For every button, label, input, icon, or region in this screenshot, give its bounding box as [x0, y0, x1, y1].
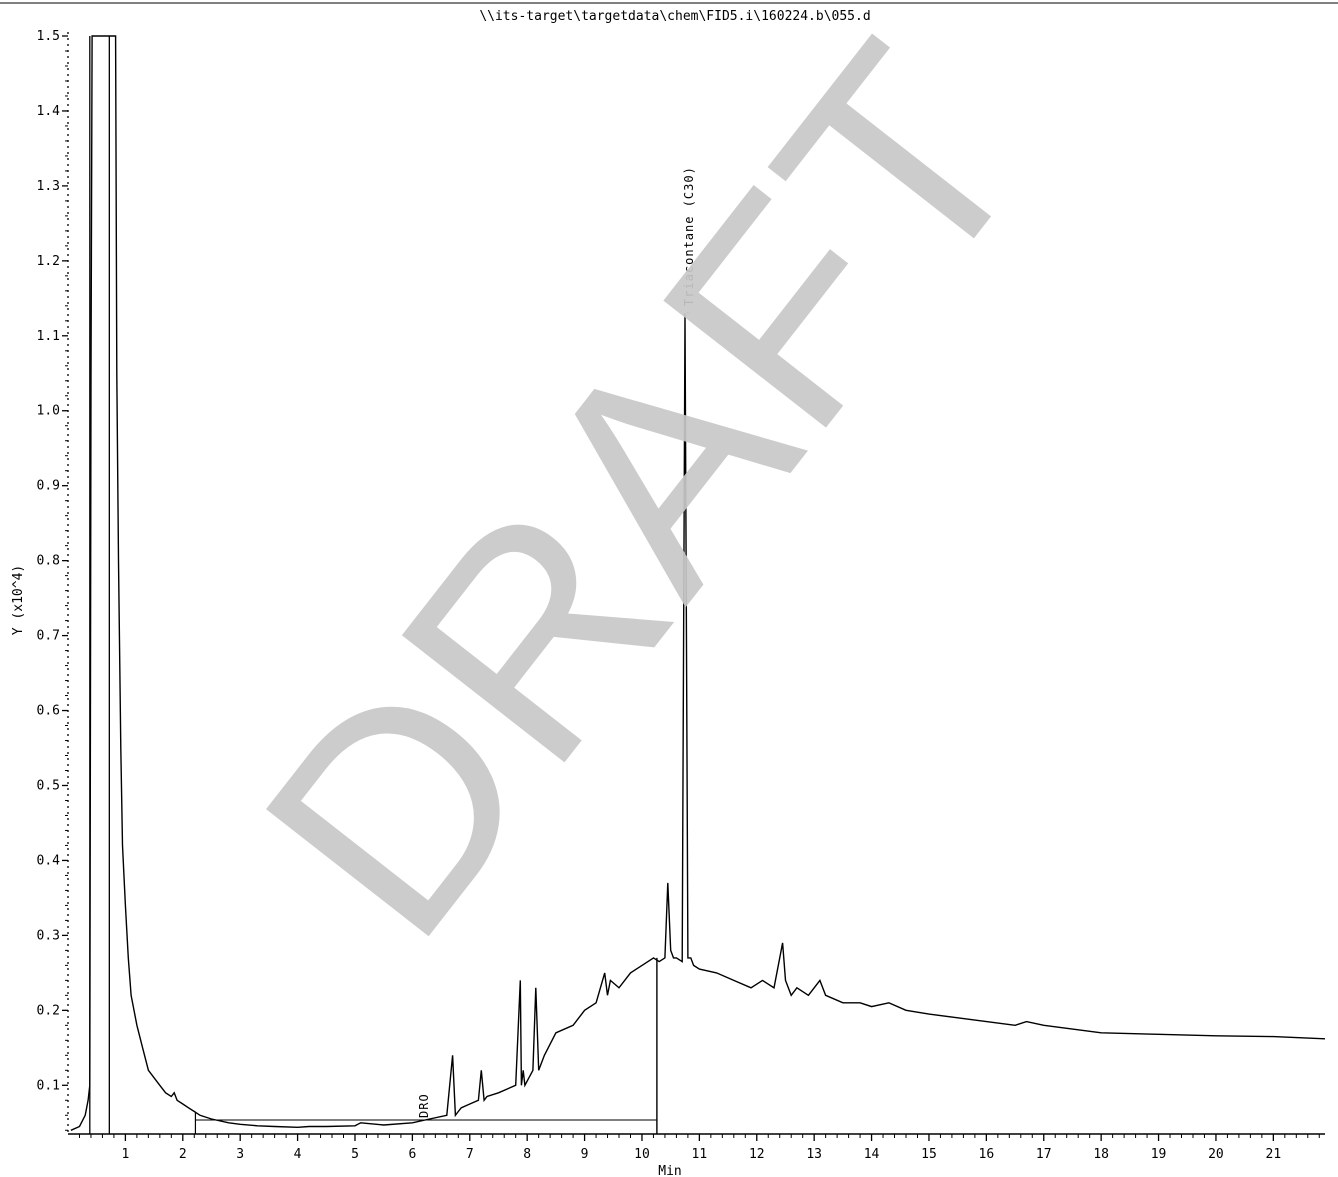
x-tick-label: 13 [806, 1147, 822, 1162]
y-tick-label: 1.5 [37, 29, 60, 44]
y-axis: 0.1 0.2 0.3 0.4 0.5 0.6 0.7 0.8 0.9 1.0 1.1 1.2 1.3 1… [37, 29, 68, 1131]
y-tick-label: 0.6 [37, 704, 60, 719]
chromatogram-trace [70, 35, 1326, 1131]
x-tick-label: 20 [1208, 1147, 1224, 1162]
x-tick-label: 12 [749, 1147, 765, 1162]
y-axis-title: Y (x10^4) [11, 565, 26, 635]
y-tick-label: 0.5 [37, 778, 60, 793]
x-tick-label: 5 [351, 1147, 359, 1162]
x-tick-label: 16 [979, 1147, 995, 1162]
x-tick-label: 11 [692, 1147, 708, 1162]
y-tick-label: 0.3 [37, 928, 60, 943]
y-tick-label: 0.4 [37, 853, 61, 868]
x-tick-label: 7 [466, 1147, 474, 1162]
x-axis-title: Min [658, 1164, 681, 1177]
x-tick-label: 21 [1266, 1147, 1282, 1162]
x-tick-label: 19 [1151, 1147, 1167, 1162]
x-tick-label: 14 [864, 1147, 880, 1162]
y-tick-label: 0.2 [37, 1003, 60, 1018]
peak-label-dro: DRO [417, 1093, 431, 1118]
x-tick-label: 3 [236, 1147, 244, 1162]
x-tick-label: 10 [634, 1147, 650, 1162]
integration-window [89, 36, 689, 1134]
y-tick-label: 0.1 [37, 1078, 60, 1093]
chart-title: \\its-target\targetdata\chem\FID5.i\1602… [479, 9, 870, 24]
y-tick-label: 1.2 [37, 254, 60, 269]
y-tick-label: 1.3 [37, 179, 60, 194]
y-tick-label: 0.9 [37, 479, 60, 494]
x-tick-label: 17 [1036, 1147, 1052, 1162]
y-tick-label: 0.7 [37, 629, 60, 644]
x-tick-label: 15 [921, 1147, 937, 1162]
x-tick-label: 9 [581, 1147, 589, 1162]
y-tick-label: 1.0 [37, 404, 60, 419]
x-tick-label: 1 [121, 1147, 129, 1162]
x-tick-label: 4 [294, 1147, 302, 1162]
x-tick-label: 18 [1093, 1147, 1109, 1162]
x-tick-label: 6 [408, 1147, 416, 1162]
x-axis: 1 2 3 4 5 6 7 8 9 10 11 12 13 14 15 16 17 18 19 20 21 [78, 1134, 1320, 1162]
y-tick-label: 0.8 [37, 554, 60, 569]
y-tick-label: 1.1 [37, 329, 60, 344]
y-tick-label: 1.4 [37, 104, 61, 119]
peak-label-triacontane: Triacontane (C30) [682, 166, 696, 306]
x-tick-label: 8 [523, 1147, 531, 1162]
x-tick-label: 2 [179, 1147, 187, 1162]
